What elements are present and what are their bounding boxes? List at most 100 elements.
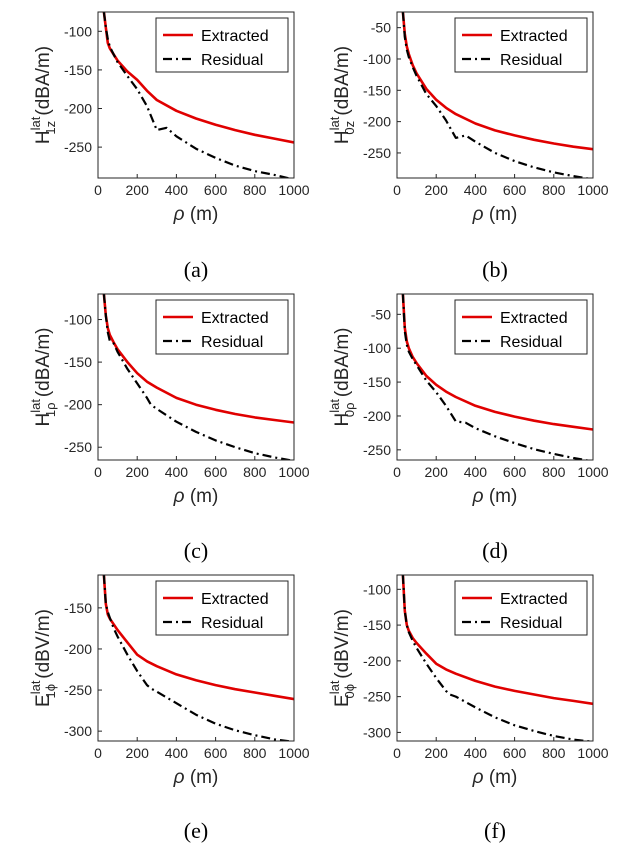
y-tick-label: -250 bbox=[64, 682, 92, 698]
x-tick-label: 600 bbox=[204, 464, 228, 480]
x-tick-label: 200 bbox=[425, 464, 449, 480]
x-tick-label: 600 bbox=[503, 464, 527, 480]
y-tick-label: -250 bbox=[363, 442, 391, 458]
y-axis-superscript: lat bbox=[327, 116, 342, 130]
x-axis-symbol: ρ bbox=[173, 204, 185, 225]
x-tick-label: 200 bbox=[425, 745, 449, 761]
y-tick-label: -50 bbox=[371, 306, 391, 322]
y-tick-label: -250 bbox=[363, 689, 391, 705]
x-tick-label: 400 bbox=[165, 182, 189, 198]
x-axis-symbol: ρ bbox=[472, 486, 484, 507]
series-line-residual bbox=[401, 12, 592, 178]
legend-label-residual: Residual bbox=[500, 334, 562, 351]
axes-frame bbox=[97, 293, 295, 461]
panel-caption: (e) bbox=[184, 818, 208, 843]
legend-label-residual: Residual bbox=[201, 52, 263, 69]
chart-panel-2: 0 200 400 600 800 1000 -50 -100 -150 -200 -250 Extr… bbox=[327, 11, 609, 282]
x-axis-symbol: ρ bbox=[173, 486, 185, 507]
x-tick-label: 600 bbox=[204, 745, 228, 761]
x-tick-label: 800 bbox=[542, 182, 566, 198]
series-line-residual bbox=[102, 294, 294, 460]
y-tick-label: -50 bbox=[371, 20, 391, 36]
x-axis-unit: (m) bbox=[185, 486, 219, 507]
y-axis-label-text: Hlat1ρ (dBA/m) bbox=[28, 327, 58, 426]
x-tick-label: 800 bbox=[542, 464, 566, 480]
x-tick-label: 400 bbox=[464, 745, 488, 761]
y-tick-label: -150 bbox=[64, 600, 92, 616]
series-line-residual bbox=[102, 575, 294, 741]
chart-panel-4: 0 200 400 600 800 1000 -50 -100 -150 -200 -250 Extr… bbox=[327, 293, 609, 563]
y-axis-superscript: lat bbox=[28, 399, 43, 413]
y-axis-symbol: E bbox=[332, 694, 353, 707]
x-tick-label: 1000 bbox=[577, 464, 608, 480]
panel-caption: (c) bbox=[184, 538, 208, 563]
y-tick-label: -250 bbox=[363, 145, 391, 161]
y-axis-unit: (dBA/m) bbox=[332, 46, 353, 121]
series-line-residual bbox=[102, 12, 293, 178]
x-axis-label: ρ (m) bbox=[472, 204, 518, 225]
x-axis-symbol: ρ bbox=[472, 767, 484, 788]
x-tick-label: 0 bbox=[94, 464, 102, 480]
x-axis-label: ρ (m) bbox=[173, 767, 219, 788]
x-tick-label: 0 bbox=[393, 745, 401, 761]
x-axis-unit: (m) bbox=[185, 204, 219, 225]
x-axis-unit: (m) bbox=[185, 767, 219, 788]
x-tick-label: 1000 bbox=[577, 182, 608, 198]
legend-label-extracted: Extracted bbox=[201, 310, 269, 327]
x-tick-label: 0 bbox=[94, 182, 102, 198]
x-tick-label: 600 bbox=[503, 745, 527, 761]
x-tick-label: 0 bbox=[393, 464, 401, 480]
x-axis-symbol: ρ bbox=[173, 767, 185, 788]
legend-label-extracted: Extracted bbox=[500, 310, 568, 327]
y-axis-label: Hlat0z (dBA/m) bbox=[327, 46, 357, 144]
axes-frame bbox=[396, 574, 594, 742]
legend-box bbox=[454, 580, 588, 636]
x-tick-label: 800 bbox=[243, 464, 267, 480]
y-tick-label: -200 bbox=[64, 101, 92, 117]
x-tick-label: 1000 bbox=[278, 182, 309, 198]
x-tick-label: 600 bbox=[503, 182, 527, 198]
series-line-extracted bbox=[102, 12, 294, 144]
x-tick-label: 0 bbox=[393, 182, 401, 198]
legend-box bbox=[155, 17, 289, 73]
series-line-residual bbox=[401, 575, 593, 741]
legend-label-residual: Residual bbox=[500, 615, 562, 632]
chart-panel-6: 0 200 400 600 800 1000 -100 -150 -200 -250 -300 Ext… bbox=[327, 574, 609, 843]
y-axis-superscript: lat bbox=[28, 116, 43, 130]
x-tick-label: 800 bbox=[243, 182, 267, 198]
legend-label-residual: Residual bbox=[201, 615, 263, 632]
y-axis-symbol: H bbox=[332, 413, 353, 427]
y-axis-label: Elat0ϕ (dBV/m) bbox=[327, 609, 357, 707]
y-axis-symbol: H bbox=[33, 413, 54, 427]
y-tick-label: -200 bbox=[363, 114, 391, 130]
legend-box bbox=[454, 299, 588, 355]
legend-label-residual: Residual bbox=[500, 52, 562, 69]
y-axis-symbol: H bbox=[332, 130, 353, 144]
y-axis-label-text: Hlat0z (dBA/m) bbox=[327, 46, 357, 144]
y-tick-label: -150 bbox=[363, 617, 391, 633]
y-axis-unit: (dBA/m) bbox=[33, 327, 54, 402]
y-tick-label: -200 bbox=[64, 641, 92, 657]
y-tick-label: -300 bbox=[64, 723, 92, 739]
x-axis-label: ρ (m) bbox=[472, 486, 518, 507]
x-tick-label: 1000 bbox=[278, 464, 309, 480]
y-axis-subscript: 1z bbox=[43, 121, 58, 135]
series-line-residual bbox=[401, 294, 592, 460]
y-tick-label: -250 bbox=[64, 139, 92, 155]
x-axis-label: ρ (m) bbox=[173, 204, 219, 225]
y-tick-label: -100 bbox=[363, 581, 391, 597]
y-tick-label: -100 bbox=[64, 23, 92, 39]
x-axis-label: ρ (m) bbox=[173, 486, 219, 507]
axes-frame bbox=[97, 11, 295, 179]
x-tick-label: 0 bbox=[94, 745, 102, 761]
panel-caption: (a) bbox=[184, 257, 208, 282]
x-tick-label: 200 bbox=[126, 745, 150, 761]
legend-label-residual: Residual bbox=[201, 334, 263, 351]
chart-panel-1: 0 200 400 600 800 1000 -100 -150 -200 -250 Extract… bbox=[28, 11, 310, 282]
x-tick-label: 400 bbox=[165, 464, 189, 480]
legend-label-extracted: Extracted bbox=[500, 591, 568, 608]
series-line-extracted bbox=[102, 294, 294, 424]
legend-box bbox=[454, 17, 588, 73]
x-tick-label: 1000 bbox=[577, 745, 608, 761]
